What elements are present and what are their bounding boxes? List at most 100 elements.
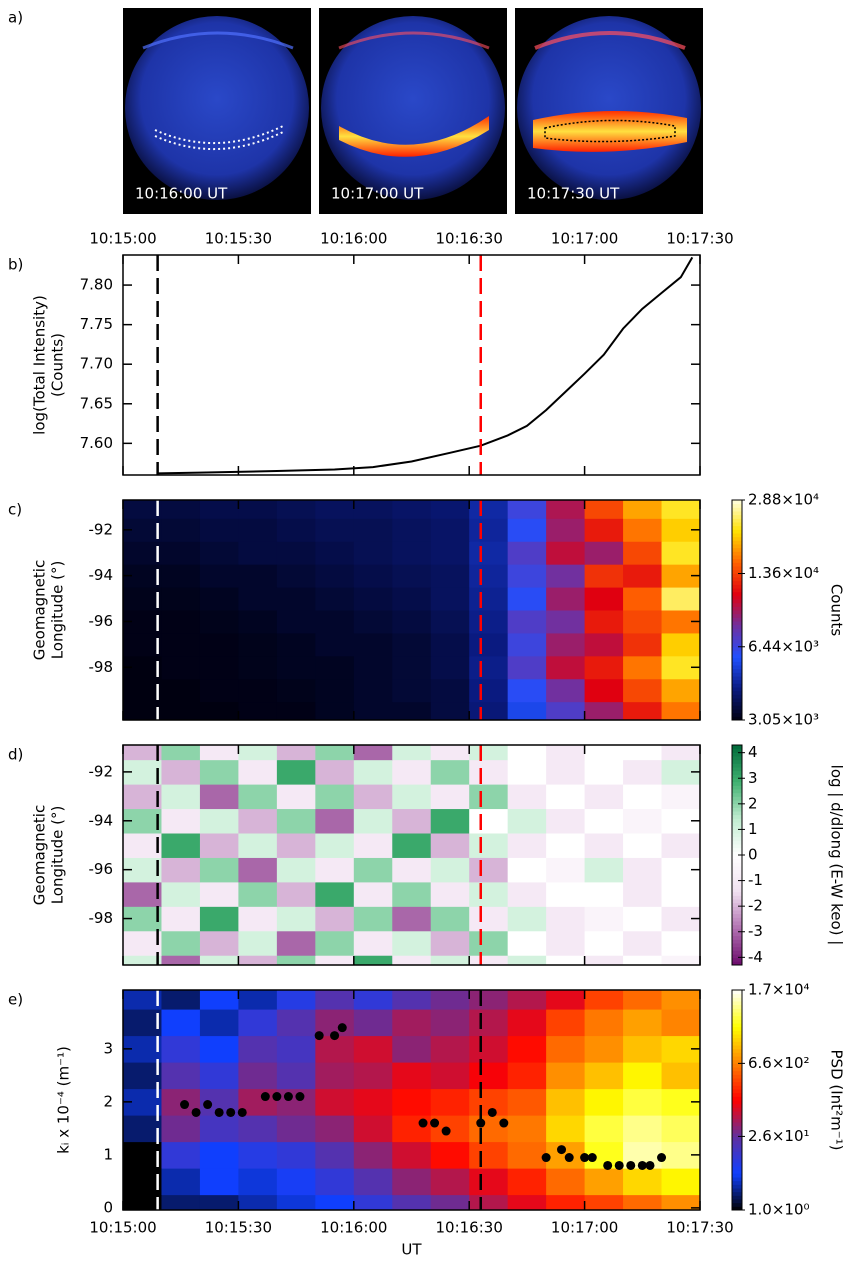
colorbar-strip bbox=[732, 770, 742, 775]
data-point bbox=[180, 1100, 190, 1110]
heatmap-cell bbox=[276, 1009, 316, 1037]
heatmap-cell bbox=[161, 1035, 201, 1063]
colorbar-strip bbox=[732, 558, 742, 563]
heatmap-cell bbox=[623, 1168, 663, 1196]
colorbar-strip bbox=[732, 654, 742, 659]
colorbar-strip bbox=[732, 785, 742, 790]
colorbar-strip bbox=[732, 1118, 742, 1123]
x-tick-label: 10:16:00 bbox=[320, 1219, 387, 1237]
heatmap-cell bbox=[238, 632, 278, 657]
heatmap-cell bbox=[661, 1194, 700, 1210]
colorbar-strip bbox=[732, 1125, 742, 1130]
heatmap-cell bbox=[123, 930, 162, 956]
heatmap-cell bbox=[353, 1088, 393, 1116]
y-tick-label: 7.75 bbox=[80, 315, 113, 333]
colorbar-strip bbox=[732, 507, 742, 512]
data-point bbox=[557, 1145, 567, 1155]
heatmap-cell bbox=[507, 541, 547, 565]
heatmap-cell bbox=[392, 1115, 432, 1143]
colorbar-strip bbox=[732, 752, 742, 757]
heatmap-cell bbox=[238, 1009, 278, 1037]
heatmap-cell bbox=[238, 990, 278, 1010]
heatmap-cell bbox=[161, 833, 201, 858]
heatmap-cell bbox=[199, 610, 239, 634]
heatmap-cell bbox=[238, 518, 278, 542]
colorbar-strip bbox=[732, 1015, 742, 1020]
heatmap-cell bbox=[392, 1035, 432, 1063]
heatmap-cell bbox=[469, 1035, 509, 1063]
heatmap-cell bbox=[353, 745, 393, 761]
data-point bbox=[430, 1118, 440, 1128]
line bbox=[157, 256, 694, 475]
colorbar-strip bbox=[732, 1026, 742, 1031]
colorbar-tick-label: 2 bbox=[748, 794, 758, 812]
colorbar-strip bbox=[732, 621, 742, 626]
heatmap-cell bbox=[199, 759, 239, 785]
colorbar-strip bbox=[732, 847, 742, 852]
heatmap-cell bbox=[623, 759, 663, 785]
colorbar-strip bbox=[732, 1202, 742, 1207]
colorbar-strip bbox=[732, 910, 742, 915]
heatmap-cell bbox=[315, 587, 355, 611]
heatmap-cell bbox=[469, 906, 509, 932]
heatmap-cell bbox=[392, 1009, 432, 1037]
heatmap-cell bbox=[199, 955, 239, 965]
heatmap-cell bbox=[546, 678, 586, 703]
heatmap-cell bbox=[546, 1194, 586, 1210]
colorbar-strip bbox=[732, 569, 742, 574]
colorbar-strip bbox=[732, 533, 742, 538]
colorbar-strip bbox=[732, 595, 742, 600]
heatmap-cell bbox=[584, 857, 624, 883]
data-point bbox=[226, 1107, 236, 1117]
y-axis-label: Longitude (°) bbox=[49, 806, 67, 905]
y-axis-label: (Counts) bbox=[49, 333, 67, 397]
heatmap-cell bbox=[161, 518, 201, 542]
colorbar-strip bbox=[732, 1063, 742, 1068]
heatmap-cell bbox=[161, 632, 201, 657]
y-tick-label: -94 bbox=[89, 811, 114, 829]
heatmap-cell bbox=[430, 518, 470, 542]
heatmap-cell bbox=[507, 1088, 547, 1116]
heatmap-cell bbox=[161, 587, 201, 611]
y-axis-label: kᵢ x 10⁻⁴ (m⁻¹) bbox=[55, 1046, 73, 1154]
colorbar-strip bbox=[732, 1151, 742, 1156]
colorbar-strip bbox=[732, 503, 742, 508]
heatmap-cell bbox=[199, 701, 239, 720]
heatmap-cell bbox=[238, 759, 278, 785]
heatmap-cell bbox=[507, 906, 547, 932]
colorbar-strip bbox=[732, 1144, 742, 1149]
colorbar-strip bbox=[732, 613, 742, 618]
heatmap-cell bbox=[430, 906, 470, 932]
colorbar-strip bbox=[732, 840, 742, 845]
heatmap-cell bbox=[238, 610, 278, 634]
heatmap-cell bbox=[353, 930, 393, 956]
colorbar-strip bbox=[732, 935, 742, 940]
colorbar-strip bbox=[732, 1155, 742, 1160]
heatmap-cell bbox=[353, 701, 393, 720]
heatmap-cell bbox=[430, 857, 470, 883]
heatmap-cell bbox=[584, 610, 624, 634]
heatmap-cell bbox=[315, 655, 355, 680]
y-tick-label: 1 bbox=[103, 1145, 113, 1163]
heatmap-cell bbox=[546, 1115, 586, 1143]
heatmap-cell bbox=[469, 955, 509, 965]
heatmap-cell bbox=[353, 500, 393, 519]
colorbar-label: PSD (Int²m⁻¹) bbox=[828, 1050, 846, 1151]
heatmap-cell bbox=[584, 1009, 624, 1037]
heatmap-cell bbox=[469, 990, 509, 1010]
y-tick-label: 3 bbox=[103, 1039, 113, 1057]
heatmap-cell bbox=[584, 1062, 624, 1090]
heatmap-cell bbox=[584, 881, 624, 907]
colorbar-strip bbox=[732, 818, 742, 823]
plot-frame bbox=[122, 744, 701, 966]
x-tick-label: 10:16:00 bbox=[320, 230, 387, 248]
heatmap-cell bbox=[507, 784, 547, 810]
heatmap-cell bbox=[315, 930, 355, 956]
heatmap-cell bbox=[392, 1062, 432, 1090]
heatmap-cell bbox=[584, 1168, 624, 1196]
heatmap-cell bbox=[315, 881, 355, 907]
heatmap-cell bbox=[661, 1009, 700, 1037]
heatmap-cell bbox=[123, 587, 162, 611]
heatmap-cell bbox=[123, 518, 162, 542]
